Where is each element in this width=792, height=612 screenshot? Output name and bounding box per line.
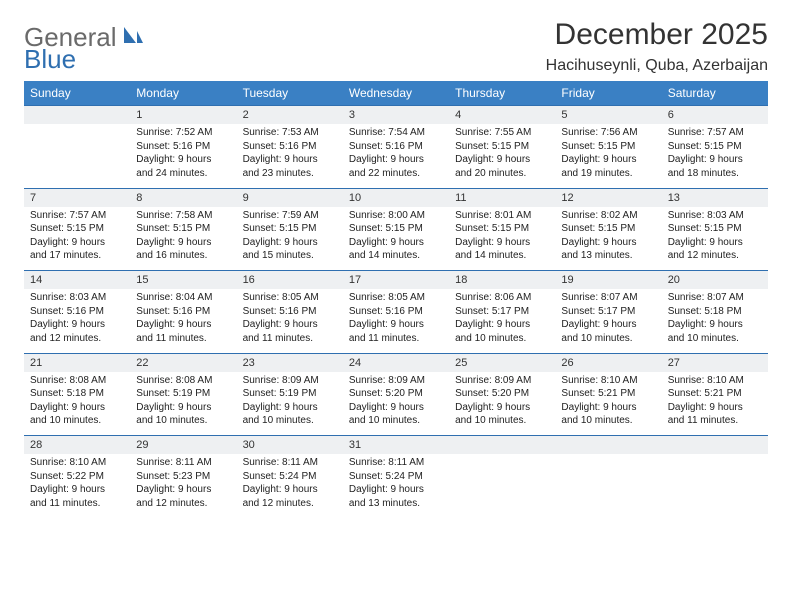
day-content-cell: Sunrise: 8:10 AMSunset: 5:22 PMDaylight:… bbox=[24, 454, 130, 518]
day-number-cell: 27 bbox=[662, 353, 768, 372]
day-number-cell bbox=[555, 436, 661, 455]
day-number-cell: 8 bbox=[130, 188, 236, 207]
weekday-header-row: Sunday Monday Tuesday Wednesday Thursday… bbox=[24, 81, 768, 106]
day-number-cell: 15 bbox=[130, 271, 236, 290]
day-number-cell: 3 bbox=[343, 106, 449, 125]
day-content-cell: Sunrise: 8:03 AMSunset: 5:15 PMDaylight:… bbox=[662, 207, 768, 271]
day-number-cell: 19 bbox=[555, 271, 661, 290]
day-content-cell bbox=[449, 454, 555, 518]
weekday-header: Saturday bbox=[662, 81, 768, 106]
day-content-cell: Sunrise: 8:00 AMSunset: 5:15 PMDaylight:… bbox=[343, 207, 449, 271]
day-number-row: 123456 bbox=[24, 106, 768, 125]
day-content-row: Sunrise: 7:57 AMSunset: 5:15 PMDaylight:… bbox=[24, 207, 768, 271]
brand-part2: Blue bbox=[24, 44, 76, 74]
day-content-cell: Sunrise: 8:07 AMSunset: 5:18 PMDaylight:… bbox=[662, 289, 768, 353]
day-number-cell bbox=[24, 106, 130, 125]
day-content-cell: Sunrise: 7:54 AMSunset: 5:16 PMDaylight:… bbox=[343, 124, 449, 188]
day-number-cell: 29 bbox=[130, 436, 236, 455]
day-content-cell: Sunrise: 8:05 AMSunset: 5:16 PMDaylight:… bbox=[237, 289, 343, 353]
day-content-row: Sunrise: 7:52 AMSunset: 5:16 PMDaylight:… bbox=[24, 124, 768, 188]
day-number-cell: 7 bbox=[24, 188, 130, 207]
weekday-header: Thursday bbox=[449, 81, 555, 106]
day-number-cell: 13 bbox=[662, 188, 768, 207]
day-content-cell: Sunrise: 7:56 AMSunset: 5:15 PMDaylight:… bbox=[555, 124, 661, 188]
day-content-cell: Sunrise: 8:09 AMSunset: 5:19 PMDaylight:… bbox=[237, 372, 343, 436]
weekday-header: Tuesday bbox=[237, 81, 343, 106]
day-number-cell: 18 bbox=[449, 271, 555, 290]
day-content-cell: Sunrise: 8:06 AMSunset: 5:17 PMDaylight:… bbox=[449, 289, 555, 353]
day-content-cell: Sunrise: 7:52 AMSunset: 5:16 PMDaylight:… bbox=[130, 124, 236, 188]
day-content-row: Sunrise: 8:10 AMSunset: 5:22 PMDaylight:… bbox=[24, 454, 768, 518]
day-number-cell: 12 bbox=[555, 188, 661, 207]
weekday-header: Monday bbox=[130, 81, 236, 106]
day-number-cell: 21 bbox=[24, 353, 130, 372]
day-content-cell bbox=[555, 454, 661, 518]
day-content-cell: Sunrise: 8:11 AMSunset: 5:23 PMDaylight:… bbox=[130, 454, 236, 518]
day-number-row: 78910111213 bbox=[24, 188, 768, 207]
day-number-row: 28293031 bbox=[24, 436, 768, 455]
calendar-table: Sunday Monday Tuesday Wednesday Thursday… bbox=[24, 81, 768, 518]
day-number-cell: 25 bbox=[449, 353, 555, 372]
day-content-cell bbox=[662, 454, 768, 518]
day-content-cell: Sunrise: 7:58 AMSunset: 5:15 PMDaylight:… bbox=[130, 207, 236, 271]
day-content-cell: Sunrise: 8:08 AMSunset: 5:19 PMDaylight:… bbox=[130, 372, 236, 436]
day-content-cell: Sunrise: 8:09 AMSunset: 5:20 PMDaylight:… bbox=[449, 372, 555, 436]
day-content-row: Sunrise: 8:03 AMSunset: 5:16 PMDaylight:… bbox=[24, 289, 768, 353]
day-content-cell: Sunrise: 8:11 AMSunset: 5:24 PMDaylight:… bbox=[237, 454, 343, 518]
day-number-cell bbox=[662, 436, 768, 455]
header: General December 2025 Hacihuseynli, Quba… bbox=[24, 18, 768, 75]
day-number-cell: 24 bbox=[343, 353, 449, 372]
day-content-cell: Sunrise: 8:09 AMSunset: 5:20 PMDaylight:… bbox=[343, 372, 449, 436]
day-number-row: 21222324252627 bbox=[24, 353, 768, 372]
day-number-cell: 4 bbox=[449, 106, 555, 125]
day-content-row: Sunrise: 8:08 AMSunset: 5:18 PMDaylight:… bbox=[24, 372, 768, 436]
title-block: December 2025 Hacihuseynli, Quba, Azerba… bbox=[546, 18, 768, 75]
day-content-cell: Sunrise: 7:57 AMSunset: 5:15 PMDaylight:… bbox=[662, 124, 768, 188]
day-number-row: 14151617181920 bbox=[24, 271, 768, 290]
weekday-header: Sunday bbox=[24, 81, 130, 106]
page-title: December 2025 bbox=[546, 18, 768, 51]
day-number-cell: 17 bbox=[343, 271, 449, 290]
day-number-cell: 26 bbox=[555, 353, 661, 372]
day-number-cell: 30 bbox=[237, 436, 343, 455]
weekday-header: Wednesday bbox=[343, 81, 449, 106]
page: General December 2025 Hacihuseynli, Quba… bbox=[0, 0, 792, 612]
day-content-cell: Sunrise: 7:57 AMSunset: 5:15 PMDaylight:… bbox=[24, 207, 130, 271]
day-content-cell: Sunrise: 7:53 AMSunset: 5:16 PMDaylight:… bbox=[237, 124, 343, 188]
location-label: Hacihuseynli, Quba, Azerbaijan bbox=[546, 57, 768, 75]
day-number-cell: 20 bbox=[662, 271, 768, 290]
day-content-cell: Sunrise: 8:04 AMSunset: 5:16 PMDaylight:… bbox=[130, 289, 236, 353]
day-content-cell: Sunrise: 8:10 AMSunset: 5:21 PMDaylight:… bbox=[662, 372, 768, 436]
day-content-cell: Sunrise: 8:10 AMSunset: 5:21 PMDaylight:… bbox=[555, 372, 661, 436]
day-content-cell: Sunrise: 8:01 AMSunset: 5:15 PMDaylight:… bbox=[449, 207, 555, 271]
day-content-cell: Sunrise: 8:03 AMSunset: 5:16 PMDaylight:… bbox=[24, 289, 130, 353]
day-content-cell: Sunrise: 8:08 AMSunset: 5:18 PMDaylight:… bbox=[24, 372, 130, 436]
day-content-cell: Sunrise: 7:59 AMSunset: 5:15 PMDaylight:… bbox=[237, 207, 343, 271]
day-number-cell: 10 bbox=[343, 188, 449, 207]
day-number-cell: 9 bbox=[237, 188, 343, 207]
day-number-cell: 5 bbox=[555, 106, 661, 125]
day-content-cell: Sunrise: 8:11 AMSunset: 5:24 PMDaylight:… bbox=[343, 454, 449, 518]
day-number-cell: 14 bbox=[24, 271, 130, 290]
sail-icon bbox=[122, 25, 144, 50]
day-number-cell: 11 bbox=[449, 188, 555, 207]
day-number-cell bbox=[449, 436, 555, 455]
day-number-cell: 2 bbox=[237, 106, 343, 125]
day-content-cell bbox=[24, 124, 130, 188]
calendar-body: 123456Sunrise: 7:52 AMSunset: 5:16 PMDay… bbox=[24, 106, 768, 519]
day-content-cell: Sunrise: 7:55 AMSunset: 5:15 PMDaylight:… bbox=[449, 124, 555, 188]
day-content-cell: Sunrise: 8:07 AMSunset: 5:17 PMDaylight:… bbox=[555, 289, 661, 353]
day-number-cell: 22 bbox=[130, 353, 236, 372]
day-number-cell: 28 bbox=[24, 436, 130, 455]
weekday-header: Friday bbox=[555, 81, 661, 106]
day-number-cell: 6 bbox=[662, 106, 768, 125]
day-number-cell: 31 bbox=[343, 436, 449, 455]
day-number-cell: 23 bbox=[237, 353, 343, 372]
day-number-cell: 16 bbox=[237, 271, 343, 290]
day-number-cell: 1 bbox=[130, 106, 236, 125]
day-content-cell: Sunrise: 8:05 AMSunset: 5:16 PMDaylight:… bbox=[343, 289, 449, 353]
day-content-cell: Sunrise: 8:02 AMSunset: 5:15 PMDaylight:… bbox=[555, 207, 661, 271]
